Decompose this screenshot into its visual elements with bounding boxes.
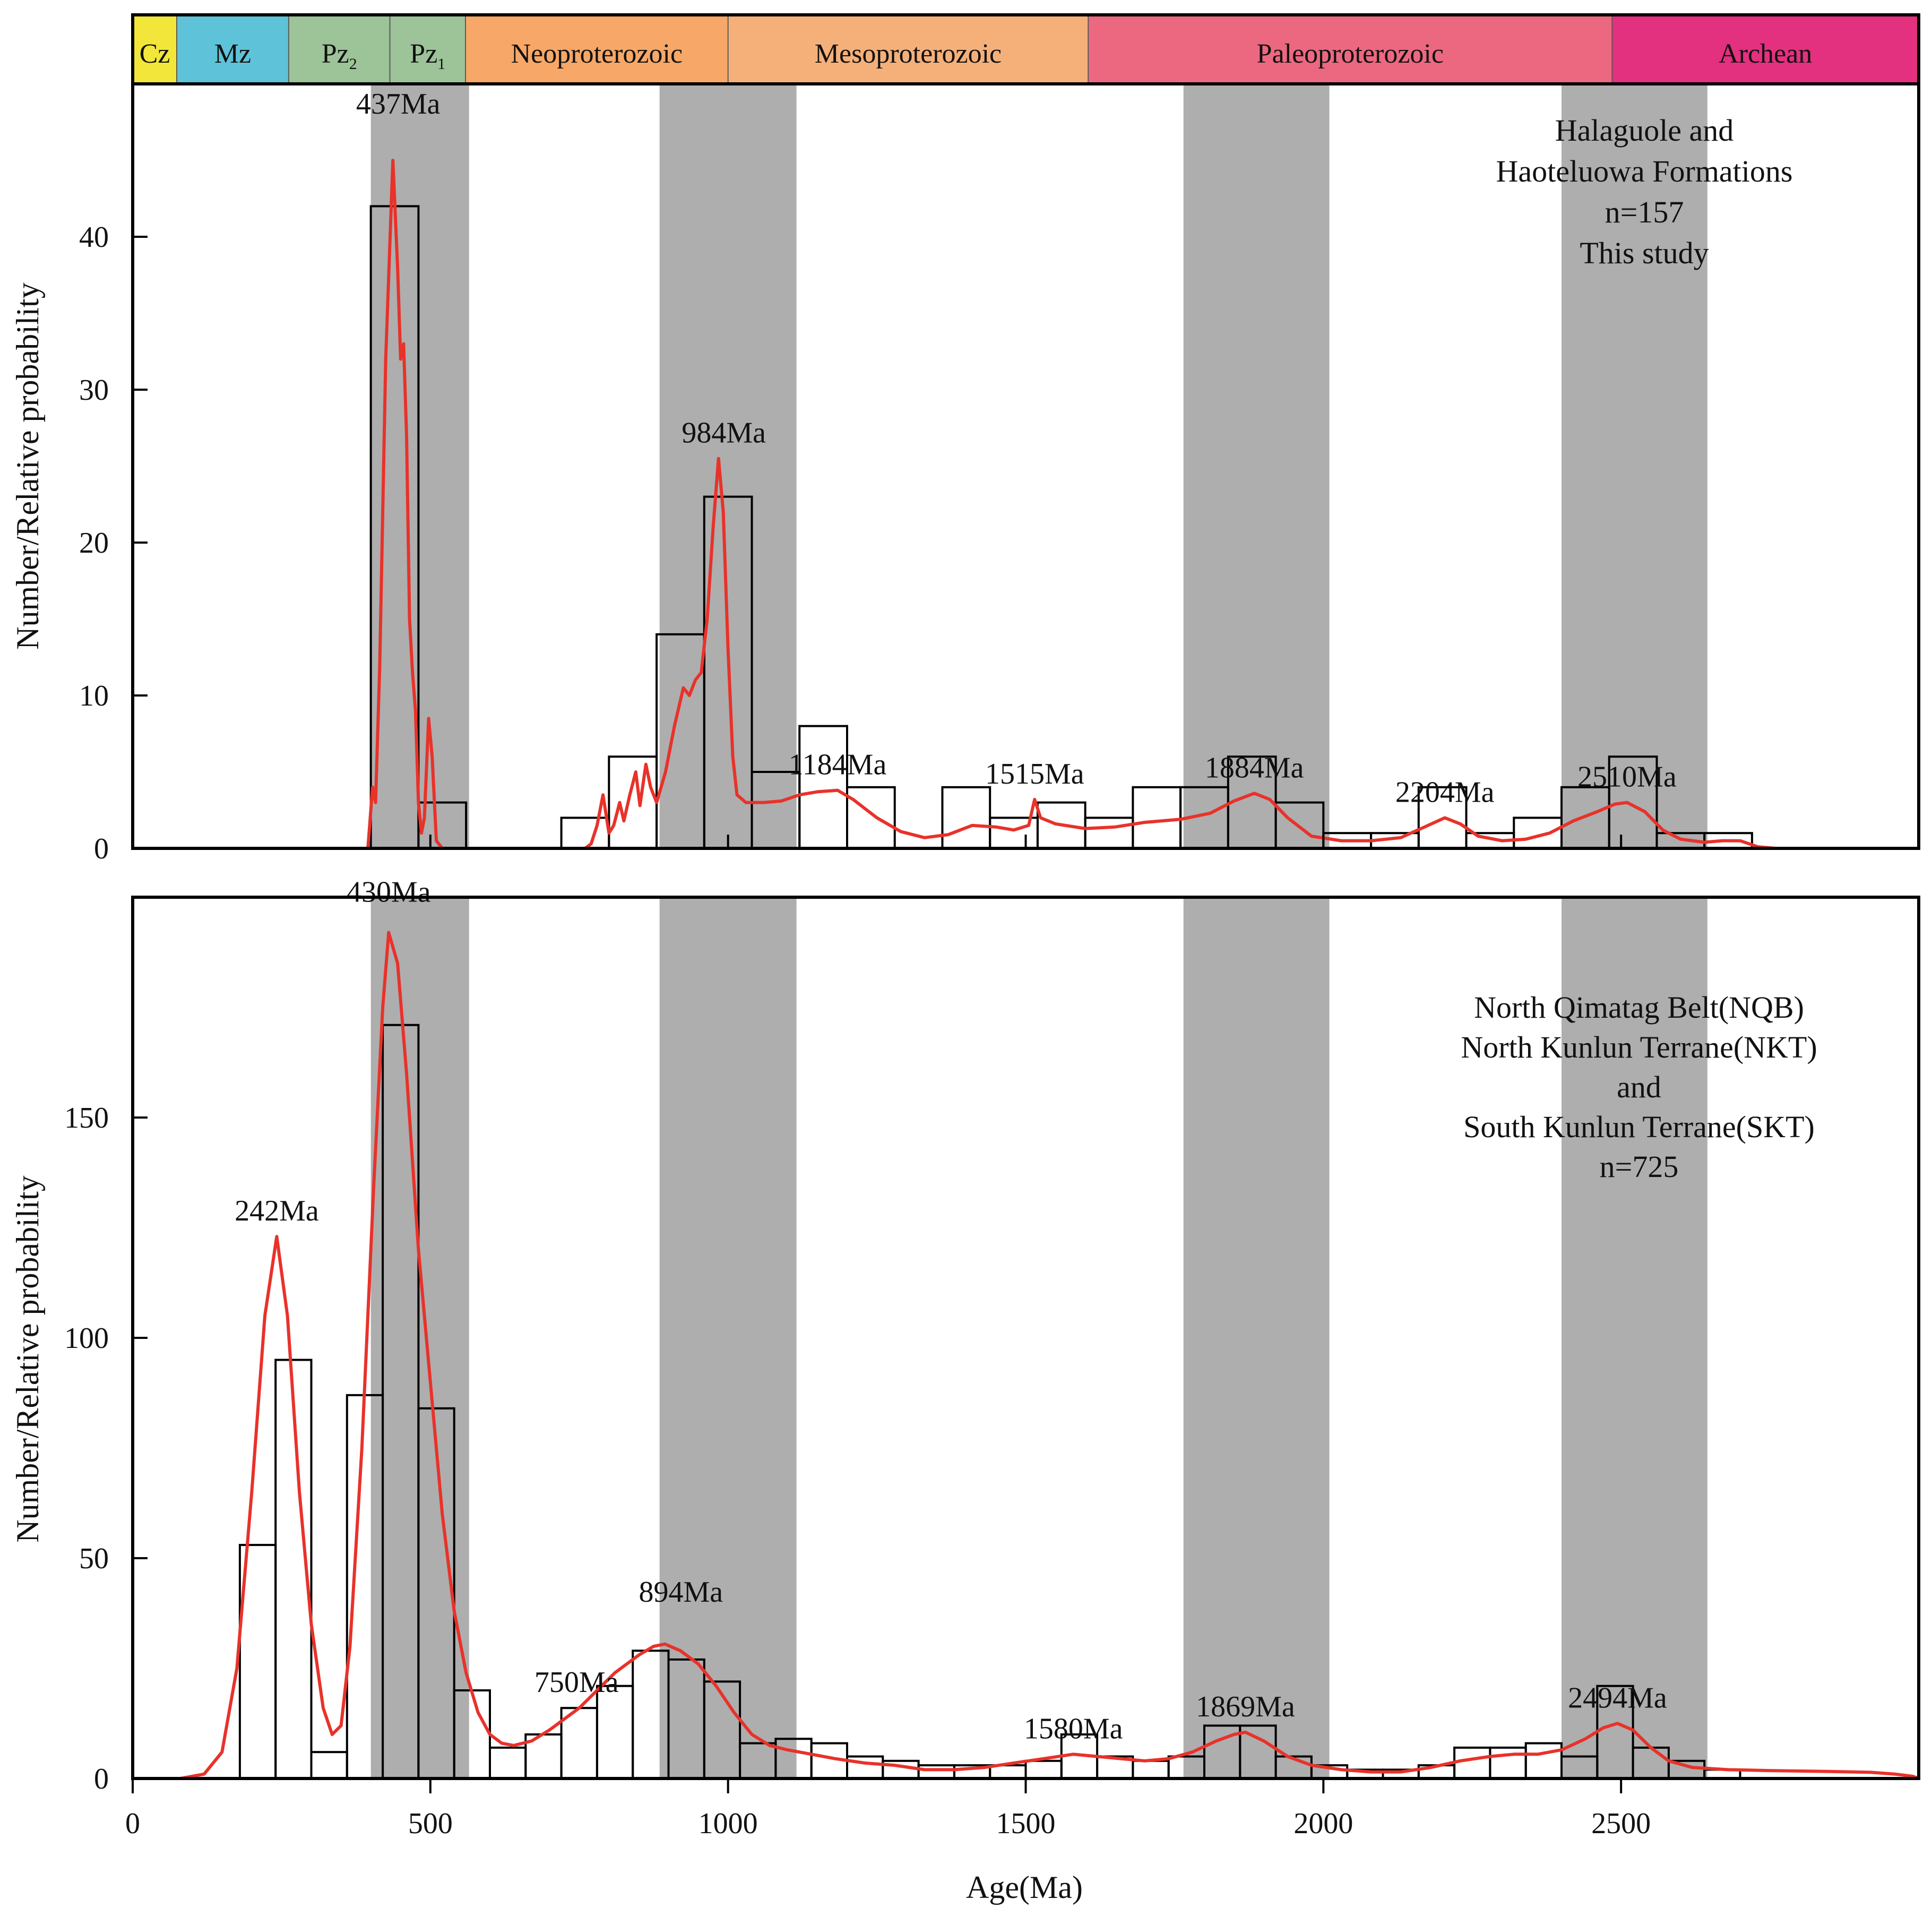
y-tick-label: 20	[79, 527, 109, 560]
sample-annotation: and	[1617, 1070, 1661, 1104]
peak-label: 2494Ma	[1568, 1681, 1667, 1714]
shaded-band	[1562, 84, 1707, 848]
era-label: Paleoproterozoic	[1257, 39, 1444, 69]
sample-annotation: n=157	[1605, 195, 1684, 229]
sample-annotation: North Kunlun Terrane(NKT)	[1461, 1030, 1817, 1064]
sample-annotation: Haoteluowa Formations	[1496, 154, 1793, 188]
shaded-band	[659, 84, 797, 848]
peak-label: 1869Ma	[1196, 1690, 1295, 1723]
peak-label: 430Ma	[347, 875, 431, 908]
era-bar-frame	[131, 13, 1920, 85]
era-block	[177, 15, 289, 84]
era-label: Mz	[214, 39, 251, 69]
y-tick-label: 100	[64, 1322, 109, 1355]
histogram-bar	[1513, 817, 1563, 850]
y-tick-label: 50	[79, 1542, 109, 1575]
era-label: Archean	[1719, 39, 1812, 69]
era-label: Neoproterozoic	[511, 39, 683, 69]
histogram-bar	[1024, 1759, 1063, 1780]
x-tick-label: 1500	[996, 1807, 1056, 1840]
era-label: Cz	[140, 39, 170, 69]
probability-curve	[131, 931, 1920, 1780]
x-tick-label: 500	[408, 1807, 453, 1840]
geologic-era-bar: Cz Mz Pz2 Pz1 Neoproterozoic Mesoproterozoic P…	[131, 13, 1920, 85]
sample-annotation: North Qimatag Belt(NQB)	[1474, 990, 1804, 1025]
peak-label: 437Ma	[356, 88, 441, 121]
shaded-band	[370, 897, 469, 1778]
shaded-band	[1562, 897, 1707, 1778]
shaded-band	[1183, 84, 1330, 848]
panel-1: 437Ma 984Ma 1184Ma 1515Ma 1884Ma 2204Ma 2510Ma…	[10, 13, 1920, 865]
shaded-band	[370, 84, 469, 848]
sample-annotation: Halaguole and	[1555, 113, 1734, 148]
histogram-bar	[608, 755, 658, 849]
peak-label: 1515Ma	[985, 758, 1084, 791]
histogram-bar	[596, 1685, 634, 1780]
x-tick-label: 1000	[698, 1807, 758, 1840]
era-block	[465, 15, 728, 84]
x-tick-label: 0	[125, 1807, 140, 1840]
histogram-bar	[1132, 1759, 1170, 1780]
shaded-band	[659, 897, 797, 1778]
era-label: Mesoproterozoic	[815, 39, 1002, 69]
peak-label: 2204Ma	[1395, 776, 1495, 809]
shaded-band	[1183, 897, 1330, 1778]
peak-label: 1580Ma	[1024, 1712, 1123, 1745]
histogram-bar	[1489, 1746, 1527, 1780]
y-tick-label: 10	[79, 680, 109, 712]
sample-annotation: South Kunlun Terrane(SKT)	[1463, 1110, 1815, 1144]
y-axis-title: Number/Relative probability	[10, 282, 45, 650]
y-tick-label: 0	[94, 1763, 109, 1795]
peak-label: 750Ma	[534, 1666, 619, 1699]
histogram-bar	[560, 817, 610, 850]
peak-label: 894Ma	[639, 1576, 723, 1609]
sample-annotation: n=725	[1600, 1149, 1679, 1184]
x-axis: 0 500 1000 1500 2000 2500	[125, 835, 1651, 1840]
y-tick-label: 150	[64, 1102, 109, 1135]
era-block	[133, 15, 177, 84]
peak-label: 2510Ma	[1577, 761, 1677, 794]
histogram-bar	[1084, 817, 1134, 850]
panel-2: 242Ma 430Ma 750Ma 894Ma 1580Ma 1869Ma 2494Ma 0 5…	[10, 875, 1920, 1795]
histogram-bar	[846, 786, 896, 850]
sample-annotation: This study	[1580, 236, 1709, 270]
y-tick-label: 0	[94, 832, 109, 865]
x-axis-title: Age(Ma)	[966, 1870, 1083, 1905]
probability-curve	[131, 159, 1920, 850]
histogram-bar	[798, 725, 849, 849]
x-tick-label: 2500	[1591, 1807, 1651, 1840]
peak-label: 1884Ma	[1205, 751, 1304, 784]
peak-label: 1184Ma	[789, 749, 887, 781]
era-block	[390, 15, 466, 84]
histogram-bar	[1132, 786, 1182, 850]
histogram-bar	[1453, 1746, 1491, 1780]
peak-label: 984Ma	[682, 417, 766, 450]
peak-label: 242Ma	[235, 1195, 319, 1227]
histogram-bar	[489, 1746, 527, 1780]
histogram-bar	[1524, 1742, 1563, 1780]
era-block	[728, 15, 1089, 84]
y-tick-label: 40	[79, 221, 109, 254]
era-block	[288, 15, 390, 84]
era-block	[1612, 15, 1919, 84]
y-axis-title: Number/Relative probability	[10, 1175, 45, 1543]
x-tick-label: 2000	[1293, 1807, 1353, 1840]
y-tick-label: 30	[79, 374, 109, 407]
histogram-bar	[941, 786, 991, 850]
histogram-bar	[917, 1764, 955, 1780]
era-block	[1088, 15, 1612, 84]
histogram-bar	[310, 1751, 348, 1780]
